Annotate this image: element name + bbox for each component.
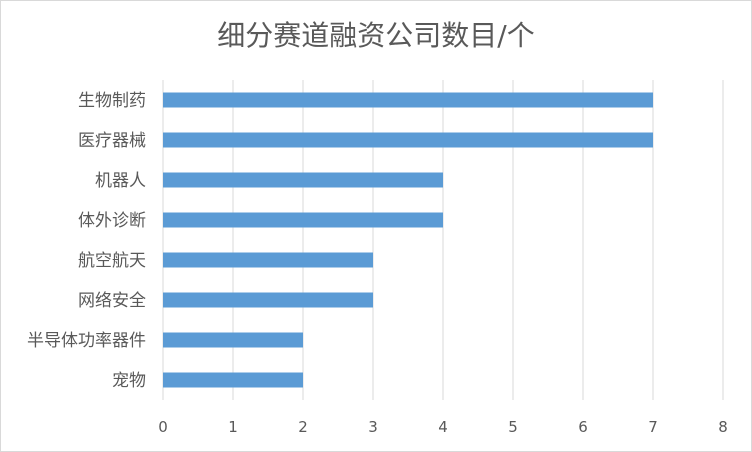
x-tick-label: 0 (158, 418, 168, 436)
bar (163, 212, 443, 228)
bar (163, 172, 443, 188)
x-tick-label: 3 (368, 418, 378, 436)
category-label: 生物制药 (78, 91, 146, 111)
tick-labels: 0 1 2 3 4 5 6 7 8 (158, 418, 728, 436)
bars (163, 92, 653, 388)
category-label: 航空航天 (78, 251, 146, 271)
x-tick-label: 7 (648, 418, 658, 436)
x-tick-label: 1 (228, 418, 238, 436)
x-tick-label: 6 (578, 418, 588, 436)
category-label: 半导体功率器件 (27, 331, 146, 351)
bar (163, 92, 653, 108)
x-tick-label: 2 (298, 418, 308, 436)
bar (163, 332, 303, 348)
category-label: 宠物 (112, 371, 146, 391)
category-label: 医疗器械 (78, 131, 146, 151)
bar (163, 292, 373, 308)
chart-title: 细分赛道融资公司数目/个 (217, 19, 535, 52)
x-tick-label: 5 (508, 418, 518, 436)
bar (163, 372, 303, 388)
grid-lines (162, 80, 724, 400)
x-tick-label: 8 (718, 418, 728, 436)
category-label: 网络安全 (78, 291, 146, 311)
x-tick-label: 4 (438, 418, 448, 436)
bar (163, 252, 373, 268)
category-label: 体外诊断 (78, 211, 146, 231)
category-label: 机器人 (95, 171, 146, 191)
bar (163, 132, 653, 148)
